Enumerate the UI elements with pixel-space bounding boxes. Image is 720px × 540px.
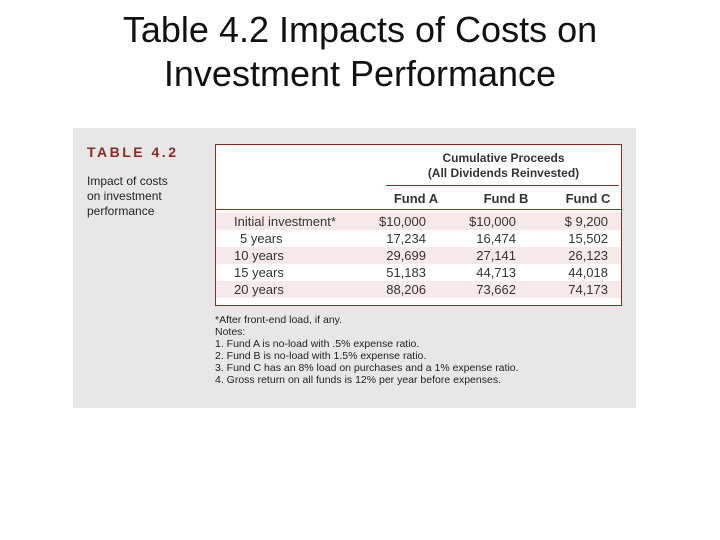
row-label: 15 years [234, 265, 284, 280]
group-header: Cumulative Proceeds (All Dividends Reinv… [386, 151, 621, 181]
column-header-fund-c: Fund C [565, 191, 611, 206]
table-notes: *After front-end load, if any. Notes: 1.… [215, 314, 615, 386]
table-caption: Impact of costs on investment performanc… [87, 174, 212, 219]
cell-fund-b: 44,713 [476, 265, 516, 280]
data-table: Cumulative Proceeds (All Dividends Reinv… [215, 144, 622, 306]
slide-title-line-1: Table 4.2 Impacts of Costs on [122, 9, 598, 50]
note-item: 1. Fund A is no-load with .5% expense ra… [215, 338, 420, 350]
cell-fund-c: 44,018 [568, 265, 608, 280]
table-row: 10 years 29,699 27,141 26,123 [216, 247, 621, 264]
note-item: 2. Fund B is no-load with 1.5% expense r… [215, 350, 427, 362]
cell-fund-b: $10,000 [469, 214, 516, 229]
table-panel: TABLE 4.2 Impact of costs on investment … [73, 128, 636, 408]
cell-fund-a: 88,206 [386, 282, 426, 297]
row-label: 20 years [234, 282, 284, 297]
header-rule [216, 209, 621, 210]
table-row: 5 years 17,234 16,474 15,502 [216, 230, 621, 247]
row-label: Initial investment* [234, 214, 336, 229]
cell-fund-c: 15,502 [568, 231, 608, 246]
group-header-rule [386, 185, 619, 186]
cell-fund-b: 73,662 [476, 282, 516, 297]
column-header-fund-b: Fund B [483, 191, 529, 206]
table-label: TABLE 4.2 [87, 144, 179, 160]
caption-line: Impact of costs [87, 174, 168, 188]
row-label: 10 years [234, 248, 284, 263]
row-label: 5 years [240, 231, 283, 246]
column-header-fund-a: Fund A [393, 191, 439, 206]
slide-title: Table 4.2 Impacts of Costs on Investment… [0, 8, 720, 96]
cell-fund-b: 27,141 [476, 248, 516, 263]
cell-fund-a: $10,000 [379, 214, 426, 229]
note-item: 4. Gross return on all funds is 12% per … [215, 374, 501, 386]
cell-fund-c: 74,173 [568, 282, 608, 297]
notes-heading: Notes: [215, 326, 246, 338]
cell-fund-b: 16,474 [476, 231, 516, 246]
footnote: *After front-end load, if any. [215, 314, 343, 326]
note-item: 3. Fund C has an 8% load on purchases an… [215, 362, 519, 374]
caption-line: on investment [87, 189, 162, 203]
caption-line: performance [87, 204, 155, 218]
cell-fund-a: 51,183 [386, 265, 426, 280]
table-row: 15 years 51,183 44,713 44,018 [216, 264, 621, 281]
slide-title-line-2: Investment Performance [163, 53, 557, 94]
cell-fund-a: 29,699 [386, 248, 426, 263]
cell-fund-c: 26,123 [568, 248, 608, 263]
table-body: Initial investment* $10,000 $10,000 $ 9,… [216, 213, 621, 298]
cell-fund-a: 17,234 [386, 231, 426, 246]
table-row: Initial investment* $10,000 $10,000 $ 9,… [216, 213, 621, 230]
cell-fund-c: $ 9,200 [564, 214, 608, 229]
group-header-line-1: Cumulative Proceeds [442, 151, 565, 165]
table-row: 20 years 88,206 73,662 74,173 [216, 281, 621, 298]
group-header-line-2: (All Dividends Reinvested) [427, 166, 580, 180]
